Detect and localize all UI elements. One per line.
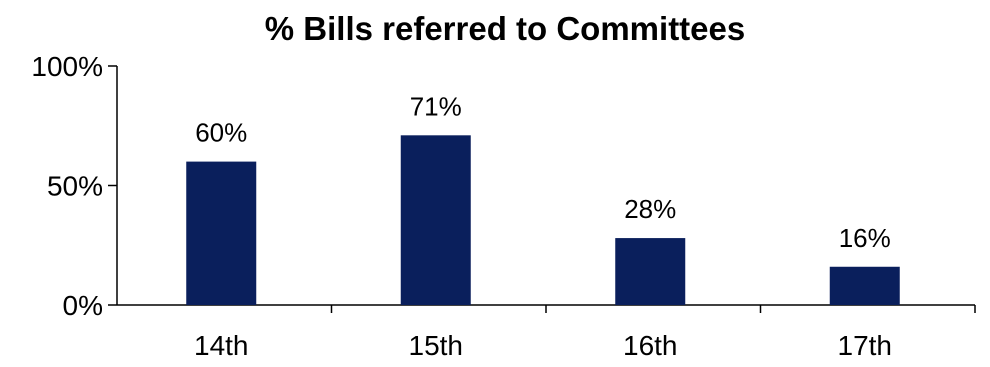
x-category-label: 15th	[409, 330, 464, 361]
x-category-label: 14th	[194, 330, 249, 361]
data-label: 60%	[195, 118, 247, 148]
y-tick-label: 0%	[63, 290, 103, 321]
data-label: 16%	[839, 223, 891, 253]
labels: 60% 14th 71% 15th 28% 16th 16% 17th	[194, 91, 892, 361]
bar	[829, 266, 900, 305]
chart-title: % Bills referred to Committees	[265, 10, 745, 47]
axes: 0% 50% 100%	[31, 51, 976, 321]
bar	[400, 135, 471, 305]
bar	[615, 238, 686, 305]
bars	[186, 135, 900, 305]
x-category-label: 17th	[838, 330, 893, 361]
y-tick-label: 100%	[31, 51, 103, 82]
data-label: 28%	[624, 194, 676, 224]
data-label: 71%	[410, 91, 462, 121]
x-category-label: 16th	[623, 330, 678, 361]
bar	[186, 161, 257, 305]
y-tick-label: 50%	[47, 171, 103, 202]
